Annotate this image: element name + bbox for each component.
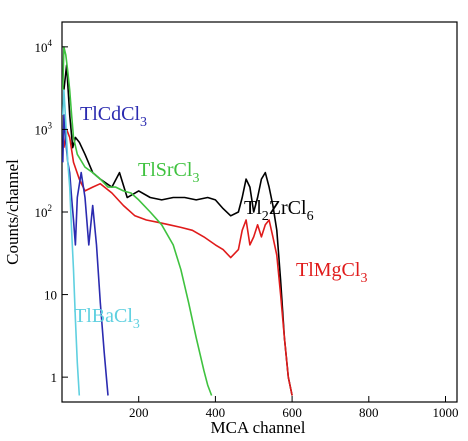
y-tick-label: 1: [51, 370, 58, 385]
series-label-tlmgcl3: TlMgCl3: [296, 259, 367, 286]
y-tick-label: 103: [35, 120, 53, 137]
series-label-tlcdcl3: TlCdCl3: [80, 103, 147, 130]
x-tick-label: 200: [129, 405, 149, 420]
series-label-layer: Tl2ZrCl6 TlMgCl3 TlSrCl3 TlCdCl3 TlBaCl3: [74, 103, 367, 332]
series-label-tlbacl3: TlBaCl3: [74, 305, 140, 332]
series-line-tlmgcl3: [63, 128, 293, 396]
x-tick-label: 1000: [432, 405, 458, 420]
y-tick-label: 10: [44, 288, 57, 303]
x-tick-label: 400: [206, 405, 226, 420]
x-tick-label: 800: [359, 405, 379, 420]
series-line-tlbacl3: [62, 89, 81, 396]
y-axis-label: Counts/channel: [3, 159, 22, 265]
tick-layer: 200 400 600 800 1000 1 10 102 103 104: [35, 38, 459, 420]
series-layer: [62, 46, 293, 396]
x-axis-label: MCA channel: [211, 418, 306, 437]
x-tick-label: 600: [282, 405, 302, 420]
y-tick-label: 104: [35, 38, 53, 55]
series-line-tl2zrcl6: [63, 64, 293, 396]
y-tick-label: 102: [35, 203, 53, 220]
series-label-tlsrcl3: TlSrCl3: [138, 159, 199, 186]
series-label-tl2zrcl6: Tl2ZrCl6: [244, 197, 314, 224]
series-line-tlsrcl3: [62, 46, 213, 396]
